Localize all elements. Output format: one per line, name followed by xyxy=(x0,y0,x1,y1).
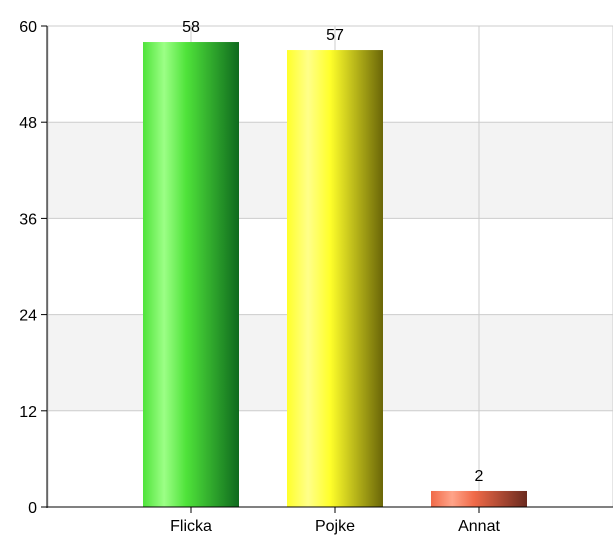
data-label: 2 xyxy=(475,468,484,485)
y-tick-labels: 0 12 24 36 48 60 xyxy=(19,19,37,517)
bar-flicka xyxy=(143,42,239,508)
y-tick-label: 24 xyxy=(19,308,37,325)
bar-annat xyxy=(431,490,527,507)
y-tick-label: 0 xyxy=(28,500,37,517)
data-label: 57 xyxy=(326,27,344,44)
x-tick-label: Annat xyxy=(458,518,500,535)
bars xyxy=(143,42,527,508)
y-tick-label: 48 xyxy=(19,115,37,132)
y-tick-label: 36 xyxy=(19,211,37,228)
axes xyxy=(41,25,613,513)
y-tick-label: 12 xyxy=(19,404,37,421)
x-tick-label: Flicka xyxy=(170,518,212,535)
bar-pojke xyxy=(287,50,383,508)
y-tick-label: 60 xyxy=(19,19,37,36)
data-label: 58 xyxy=(182,19,200,36)
x-tick-label: Pojke xyxy=(315,518,355,535)
x-tick-labels: Flicka Pojke Annat xyxy=(170,518,500,535)
data-labels: 58 57 2 xyxy=(182,19,483,485)
